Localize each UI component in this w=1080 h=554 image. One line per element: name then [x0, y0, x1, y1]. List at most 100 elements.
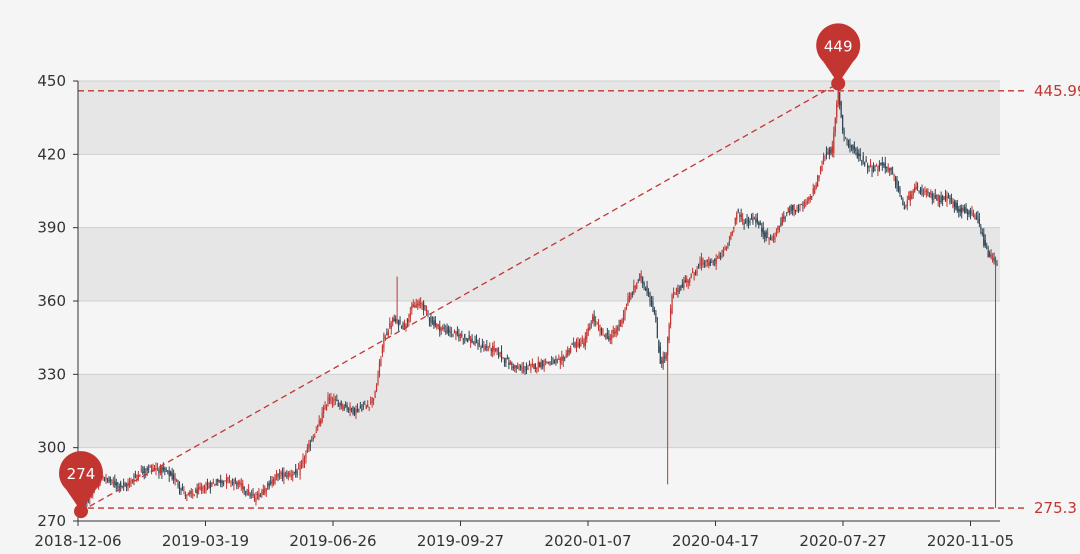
- candle-body: [739, 214, 741, 217]
- candle-body: [150, 465, 153, 472]
- candle-body: [300, 461, 303, 468]
- candle-body: [549, 362, 551, 364]
- candle-body: [899, 188, 901, 195]
- candle-body: [87, 500, 89, 502]
- plot-band: [78, 227, 1000, 301]
- candle-body: [777, 225, 779, 230]
- candle-body: [878, 164, 880, 170]
- candle-body: [650, 300, 653, 305]
- candle-body: [550, 361, 553, 365]
- plot-band: [78, 301, 1000, 375]
- candle-body: [977, 216, 979, 219]
- candle-body: [814, 188, 816, 194]
- candle-body: [296, 471, 298, 475]
- candle-body: [662, 356, 664, 364]
- candle-body: [808, 197, 810, 201]
- candle-body: [794, 209, 797, 211]
- candle-body: [636, 283, 638, 289]
- candle-body: [749, 221, 751, 223]
- candle-body: [799, 204, 801, 207]
- candle-body: [575, 340, 578, 347]
- candle-body: [603, 334, 606, 336]
- candle-body: [694, 272, 697, 274]
- candle-body: [856, 152, 858, 158]
- candle-body: [855, 149, 857, 152]
- candle-body: [809, 196, 811, 199]
- candle-body: [927, 191, 929, 194]
- candle-body: [198, 487, 200, 490]
- candle-body: [680, 286, 682, 290]
- candle-body: [733, 226, 735, 229]
- candle-body: [450, 330, 453, 333]
- y-tick-label: 300: [37, 439, 66, 457]
- candle-body: [956, 202, 958, 211]
- candle-body: [268, 483, 270, 487]
- max-close-label: 445.99: [1034, 82, 1080, 100]
- candle-body: [911, 195, 913, 199]
- candle-body: [340, 401, 342, 407]
- candle-body: [237, 482, 239, 484]
- candle-body: [543, 364, 545, 367]
- candle-body: [865, 159, 867, 163]
- x-tick-label: 2018-12-06: [34, 532, 121, 550]
- candle-body: [921, 189, 923, 192]
- candle-body: [480, 348, 482, 350]
- candle-body: [281, 471, 284, 477]
- min-close-label: 275.3: [1034, 499, 1077, 517]
- candle-body: [961, 207, 963, 214]
- candle-body: [264, 487, 266, 494]
- candle-body: [805, 203, 807, 205]
- candle-body: [214, 484, 216, 486]
- candle-body: [953, 201, 955, 207]
- candle-body: [112, 481, 114, 484]
- candle-body: [555, 358, 557, 361]
- candle-body: [89, 498, 91, 500]
- candle-body: [252, 492, 254, 497]
- candle-body: [164, 468, 166, 471]
- candle-body: [468, 335, 470, 339]
- candle-body: [986, 247, 988, 249]
- candle-body: [414, 305, 416, 308]
- candle-body: [567, 350, 569, 355]
- candle-body: [577, 342, 579, 348]
- candle-body: [583, 342, 585, 347]
- candle-body: [786, 212, 788, 214]
- candle-body: [274, 475, 276, 482]
- candle-body: [314, 436, 316, 438]
- candle-body: [417, 304, 419, 306]
- candle-body: [746, 219, 748, 222]
- candle-body: [259, 495, 261, 497]
- max-pin-shape: [816, 23, 861, 84]
- candle-body: [536, 367, 538, 370]
- candle-body: [459, 334, 461, 336]
- candle-body: [858, 153, 860, 157]
- candle-body: [908, 196, 910, 200]
- candle-body: [980, 226, 982, 229]
- x-tick-label: 2020-07-27: [799, 532, 886, 550]
- candle-body: [768, 237, 770, 240]
- candle-body: [108, 480, 110, 482]
- candle-body: [681, 284, 683, 288]
- candle-body: [175, 479, 178, 482]
- candle-body: [900, 196, 903, 198]
- max-pin: 449: [816, 23, 861, 91]
- candle-body: [465, 337, 467, 339]
- candle-body: [631, 292, 633, 295]
- candle-body: [509, 362, 511, 365]
- candle-body: [203, 490, 206, 492]
- y-tick-label: 420: [37, 145, 66, 163]
- candle-body: [943, 196, 945, 200]
- candle-body: [136, 475, 138, 477]
- candle-body: [462, 339, 464, 341]
- candle-body: [412, 304, 414, 308]
- trend-line: [80, 82, 839, 512]
- candle-body: [262, 489, 264, 495]
- candle-body: [518, 369, 520, 371]
- candle-body: [227, 477, 229, 483]
- candle-body: [293, 471, 295, 474]
- candle-body: [556, 359, 558, 363]
- candle-body: [599, 328, 601, 332]
- candle-body: [974, 215, 976, 219]
- candle-body: [343, 407, 345, 410]
- candle-body: [962, 208, 964, 211]
